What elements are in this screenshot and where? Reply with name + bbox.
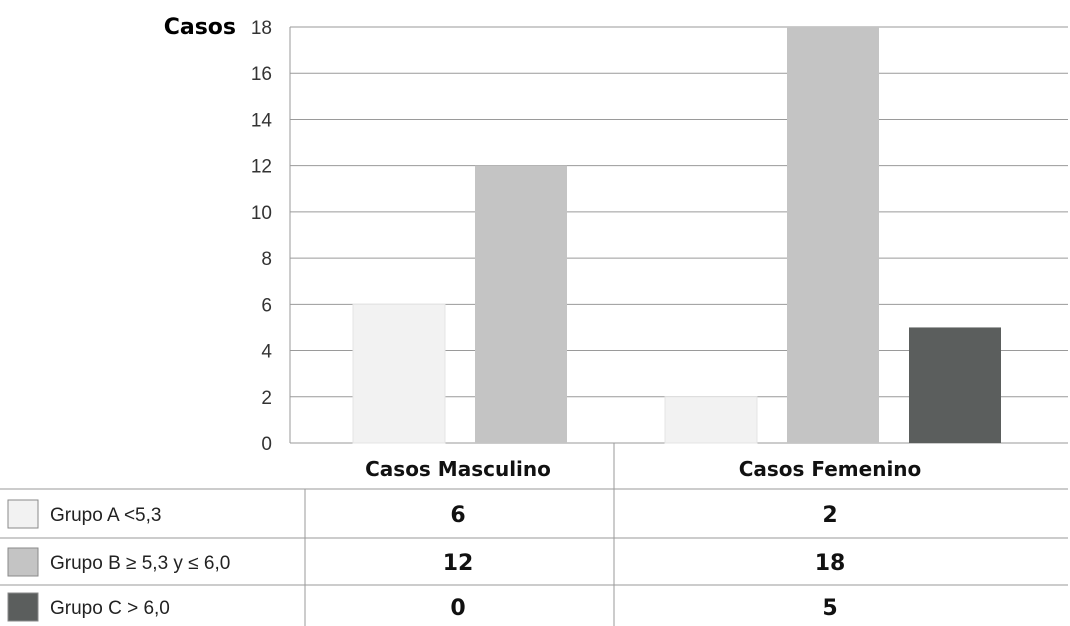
y-tick-label: 10 — [251, 203, 272, 224]
y-axis-title: Casos — [164, 15, 236, 40]
table-cell-value: 2 — [822, 503, 837, 528]
bar — [664, 396, 758, 444]
bars — [352, 27, 1001, 444]
y-tick-label: 2 — [261, 388, 272, 409]
bar — [352, 303, 446, 444]
y-tick-label: 4 — [261, 342, 272, 363]
y-tick-label: 14 — [251, 110, 273, 131]
bar — [909, 327, 1001, 443]
bar — [787, 27, 879, 443]
table-cell-value: 6 — [450, 503, 465, 528]
y-tick-label: 16 — [251, 64, 272, 85]
bar — [475, 165, 567, 443]
table-cell-value: 18 — [815, 551, 846, 576]
y-tick-label: 6 — [261, 295, 272, 316]
column-header-femenino: Casos Femenino — [739, 457, 922, 481]
legend-label: Grupo B ≥ 5,3 y ≤ 6,0 — [50, 553, 230, 574]
legend-swatch — [7, 592, 39, 622]
legend-label: Grupo C > 6,0 — [50, 598, 170, 619]
table-cell-value: 5 — [822, 596, 837, 621]
legend-label: Grupo A <5,3 — [50, 505, 161, 526]
y-tick-label: 0 — [261, 434, 272, 455]
y-ticks: 0 2 4 6 8 10 12 14 16 18 — [251, 18, 273, 455]
legend-swatch — [7, 547, 39, 577]
data-table: Casos Masculino Casos Femenino Grupo A <… — [0, 443, 1068, 626]
y-tick-label: 8 — [261, 249, 272, 270]
legend-swatch — [7, 499, 39, 529]
y-tick-label: 18 — [251, 18, 272, 39]
table-cell-value: 0 — [450, 596, 465, 621]
y-tick-label: 12 — [251, 157, 272, 178]
column-header-masculino: Casos Masculino — [365, 457, 551, 481]
table-cell-value: 12 — [443, 551, 474, 576]
